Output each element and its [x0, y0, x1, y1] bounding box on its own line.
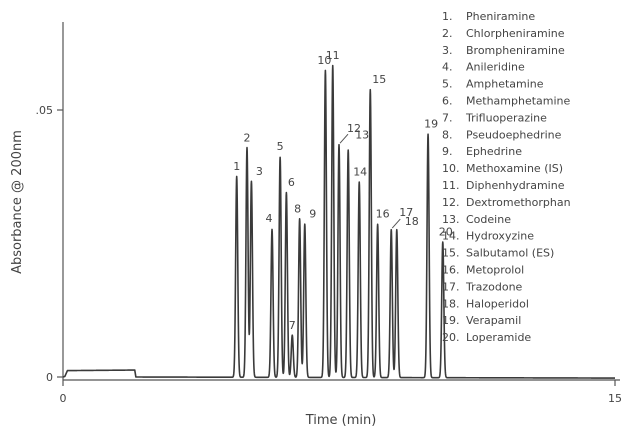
peak-label: 10: [317, 54, 331, 67]
legend-entry: Pseudoephedrine: [466, 128, 562, 141]
legend-number: 13.: [442, 213, 460, 226]
peak-label: 16: [376, 208, 390, 221]
axis-ticks: 0.050 15: [36, 104, 623, 405]
legend-number: 17.: [442, 280, 460, 293]
peak-label: 4: [266, 212, 273, 225]
legend-entry: Codeine: [466, 213, 511, 226]
legend-entry: Trifluoperazine: [465, 111, 547, 124]
peak-label: 9: [309, 208, 316, 221]
x-axis-title: Time (min): [305, 413, 377, 428]
peak-label: 20: [439, 225, 453, 238]
legend-number: 16.: [442, 264, 460, 277]
axes: [62, 22, 620, 381]
legend-entry: Diphenhydramine: [466, 179, 565, 192]
peak-label: 17: [399, 206, 413, 219]
legend-number: 18.: [442, 297, 460, 310]
peak-label: 11: [326, 49, 340, 62]
legend-number: 12.: [442, 196, 460, 209]
chromatogram-trace: [62, 64, 616, 379]
x-tick-label: 15: [608, 392, 622, 405]
legend-entry: Verapamil: [466, 314, 521, 327]
legend-entry: Trazodone: [465, 280, 523, 293]
legend-number: 3.: [442, 44, 453, 57]
peak-label: 5: [277, 140, 284, 153]
legend-entry: Hydroxyzine: [466, 230, 534, 243]
legend-entry: Metoprolol: [466, 264, 524, 277]
peak-label: 15: [372, 73, 386, 86]
legend-entry: Dextromethorphan: [466, 196, 571, 209]
peak-label: 8: [294, 202, 301, 215]
legend-entry: Anileridine: [466, 61, 525, 74]
peak-label: 18: [405, 215, 419, 228]
y-tick-label: 0: [46, 371, 53, 384]
y-tick-label: .05: [36, 104, 54, 117]
legend-number: 5.: [442, 78, 453, 91]
legend-number: 7.: [442, 111, 453, 124]
x-tick-label: 0: [60, 392, 67, 405]
legend-number: 19.: [442, 314, 460, 327]
legend-entry: Salbutamol (ES): [466, 247, 554, 260]
peak-label: 1: [233, 160, 240, 173]
legend-number: 8.: [442, 128, 453, 141]
peak-label: 13: [355, 129, 369, 142]
legend-number: 14.: [442, 230, 460, 243]
legend-entry: Pheniramine: [466, 10, 535, 23]
legend-number: 4.: [442, 61, 453, 74]
legend-number: 10.: [442, 162, 460, 175]
legend-number: 2.: [442, 27, 453, 40]
legend-number: 9.: [442, 145, 453, 158]
legend-entry: Methoxamine (IS): [466, 162, 563, 175]
peak-label: 3: [256, 165, 263, 178]
peak-leader-line: [391, 218, 401, 229]
legend-number: 11.: [442, 179, 460, 192]
legend-entry: Chlorpheniramine: [466, 27, 565, 40]
legend-number: 6.: [442, 95, 453, 108]
y-axis-title: Absorbance @ 200nm: [10, 130, 25, 274]
legend-number: 15.: [442, 247, 460, 260]
legend-number: 20.: [442, 331, 460, 344]
legend-entry: Methamphetamine: [466, 95, 571, 108]
legend-entry: Amphetamine: [466, 78, 544, 91]
peak-label: 14: [353, 166, 367, 179]
peak-label: 2: [244, 131, 251, 144]
legend-entry: Ephedrine: [466, 145, 522, 158]
peak-label: 7: [289, 319, 296, 332]
peak-leader-line: [339, 133, 349, 144]
peak-label: 6: [288, 176, 295, 189]
legend-number: 1.: [442, 10, 453, 23]
legend-entry: Haloperidol: [466, 297, 529, 310]
peak-label: 19: [424, 118, 438, 131]
legend-entry: Brompheniramine: [466, 44, 565, 57]
legend: 1. Pheniramine 2. Chlorpheniramine 3. Bromphe…: [442, 10, 571, 344]
peak-label: 12: [347, 122, 361, 135]
legend-entry: Loperamide: [466, 331, 531, 344]
